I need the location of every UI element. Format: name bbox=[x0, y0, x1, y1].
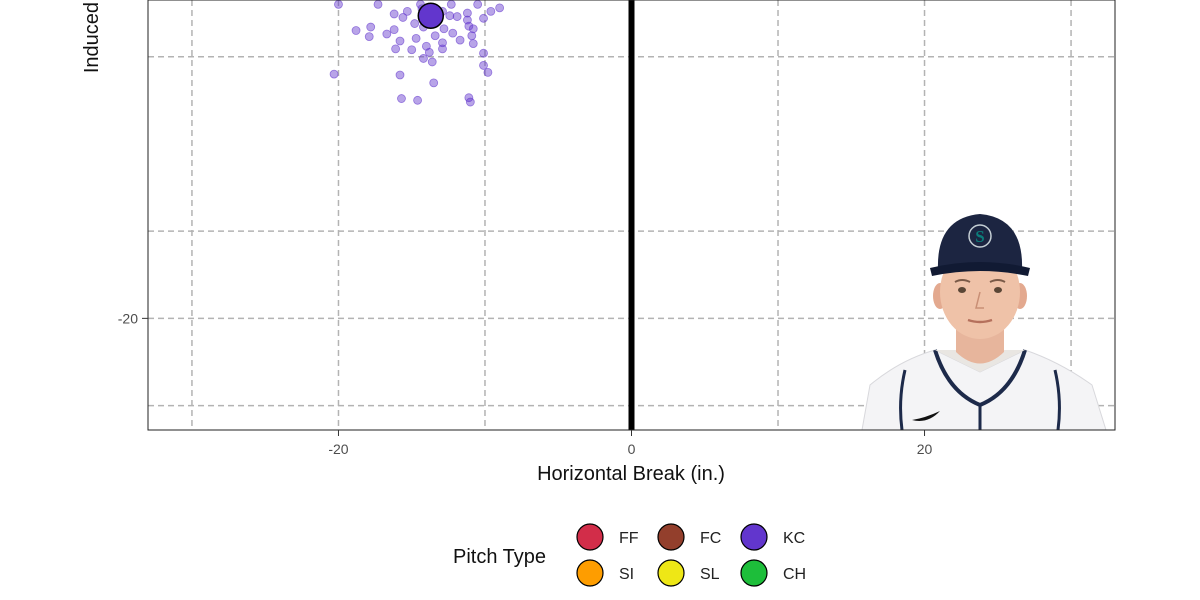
legend-label-sl: SL bbox=[700, 566, 720, 583]
pitch-point bbox=[486, 6, 496, 16]
pitch-point bbox=[429, 78, 439, 88]
pitch-point bbox=[395, 70, 405, 80]
pitch-point bbox=[397, 94, 406, 103]
y-tick-label: -20 bbox=[118, 310, 138, 326]
pitch-point bbox=[446, 0, 456, 9]
pitch-point bbox=[438, 38, 447, 48]
pitch-point bbox=[407, 45, 417, 55]
x-tick-label: 20 bbox=[917, 441, 933, 457]
x-axis: -20 0 20 bbox=[328, 430, 933, 457]
pitch-point bbox=[468, 39, 478, 49]
x-axis-title: Horizontal Break (in.) bbox=[537, 463, 725, 485]
legend-swatch-fc bbox=[657, 523, 685, 551]
legend-label-fc: FC bbox=[700, 530, 721, 547]
y-axis: -20 bbox=[118, 310, 148, 326]
legend-title: Pitch Type bbox=[453, 546, 546, 568]
legend-swatch-ch bbox=[740, 559, 768, 587]
cap-logo-letter: S bbox=[975, 227, 984, 246]
legend-label-ch: CH bbox=[783, 566, 806, 583]
legend-label-kc: KC bbox=[783, 530, 805, 547]
legend-swatch-ff bbox=[576, 523, 604, 551]
x-tick-label: 0 bbox=[628, 441, 636, 457]
pitch-point bbox=[410, 19, 420, 28]
pitch-point bbox=[427, 57, 437, 67]
pitch-point bbox=[455, 35, 465, 45]
pitch-point bbox=[391, 44, 401, 54]
pitch-point bbox=[467, 31, 477, 41]
pitch-point bbox=[468, 24, 478, 34]
pitch-point bbox=[463, 8, 472, 18]
pitch-point bbox=[479, 13, 488, 23]
pitch-point bbox=[473, 0, 483, 9]
pitch-point bbox=[464, 21, 474, 31]
pitch-point bbox=[364, 32, 374, 42]
pitch-point bbox=[479, 48, 488, 58]
pitch-point bbox=[329, 69, 339, 79]
y-axis-title: Induced bbox=[81, 2, 103, 73]
legend-swatch-si bbox=[576, 559, 604, 587]
pitch-point bbox=[413, 95, 422, 105]
pitch-point bbox=[465, 97, 475, 107]
pitch-point bbox=[479, 61, 488, 70]
pitch-point bbox=[389, 9, 399, 19]
pitch-point bbox=[398, 13, 408, 22]
pitch-point bbox=[419, 54, 428, 63]
pitch-point bbox=[334, 0, 343, 9]
pitch-point bbox=[402, 6, 412, 16]
pitch-point bbox=[495, 3, 505, 13]
legend: Pitch Type FF FC KC SI SL CH bbox=[453, 523, 806, 587]
legend-label-si: SI bbox=[619, 566, 634, 583]
pitch-point bbox=[483, 67, 493, 77]
pitch-point bbox=[448, 28, 458, 38]
pitch-point bbox=[411, 33, 421, 43]
player-headshot-icon: S bbox=[861, 214, 1107, 430]
pitch-point bbox=[452, 12, 462, 21]
pitch-points bbox=[329, 0, 505, 107]
pitch-point bbox=[424, 47, 434, 57]
pitch-point bbox=[439, 24, 449, 34]
pitch-point bbox=[389, 25, 399, 35]
legend-label-ff: FF bbox=[619, 530, 639, 547]
pitch-point bbox=[373, 0, 383, 9]
pitch-point bbox=[395, 36, 405, 46]
legend-swatch-sl bbox=[657, 559, 685, 587]
legend-swatch-kc bbox=[740, 523, 768, 551]
pitch-point bbox=[366, 22, 376, 32]
pitch-point bbox=[351, 26, 361, 35]
pitch-point bbox=[430, 31, 440, 41]
x-tick-label: -20 bbox=[328, 441, 348, 457]
pitch-average-point bbox=[417, 2, 445, 29]
pitch-point bbox=[382, 29, 392, 39]
pitch-point bbox=[438, 44, 447, 54]
pitch-point bbox=[445, 11, 455, 21]
